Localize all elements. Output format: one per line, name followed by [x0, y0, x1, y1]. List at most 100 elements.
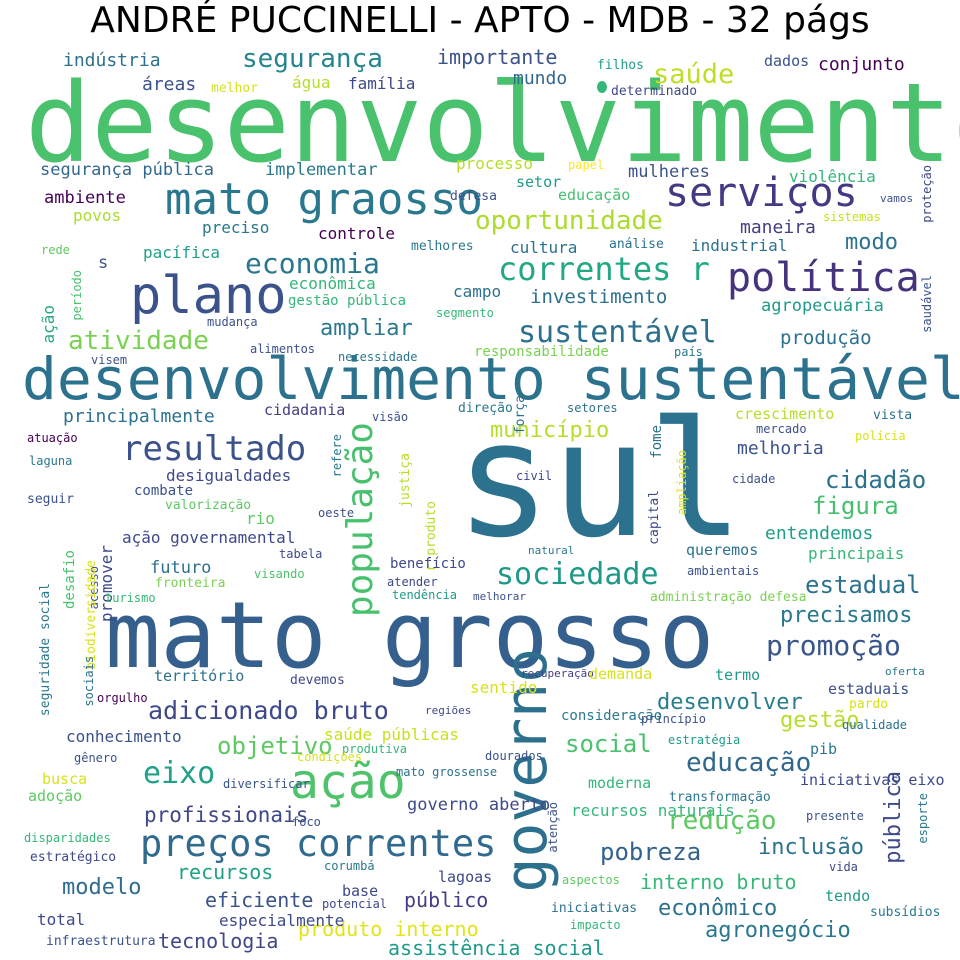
word-povos: povos	[73, 206, 122, 225]
word-principio: princípio	[641, 712, 707, 726]
word-filhos: filhos	[597, 58, 644, 73]
word-presente: presente	[806, 809, 864, 823]
word-desafio: desafio	[62, 550, 78, 610]
word-maneira: maneira	[740, 217, 816, 238]
word-atuacao: atuação	[27, 431, 78, 445]
word-promover: promover	[97, 545, 116, 623]
word-campo: campo	[453, 282, 502, 301]
word-diversificar: diversificar	[223, 777, 310, 791]
word-agronegocio: agronegócio	[705, 918, 851, 943]
word-iniciativas: iniciativas	[551, 901, 638, 916]
word-modo: modo	[845, 230, 898, 255]
word-corumba: corumbá	[324, 859, 375, 873]
word-laguna: laguna	[29, 454, 73, 468]
word-principais: principais	[808, 544, 905, 563]
word-lagoas: lagoas	[438, 868, 493, 886]
word-economica: econômica	[289, 274, 376, 293]
word-tabela: tabela	[279, 547, 323, 561]
word-objetivo: objetivo	[217, 732, 333, 760]
word-tendencia: tendência	[392, 588, 458, 602]
word-periodo: período	[70, 270, 84, 321]
word-melhores: melhores	[411, 239, 474, 254]
word-sociedade: sociedade	[496, 557, 659, 592]
word-forca: força	[513, 395, 528, 435]
word-cidadania: cidadania	[264, 401, 346, 419]
word-impacto: impacto	[570, 918, 621, 932]
word-estadual: estadual	[805, 571, 921, 599]
word-potencial: potencial	[322, 897, 388, 911]
word-promocao: promoção	[766, 629, 901, 662]
word-policia: polícia	[855, 429, 906, 443]
word-controle: controle	[318, 224, 396, 243]
word-melhorar: melhorar	[473, 590, 526, 603]
word-vista: vista	[873, 408, 913, 423]
word-rio: rio	[246, 509, 275, 528]
word-dourados: dourados	[485, 749, 543, 763]
word-seguranca: segurança	[242, 44, 383, 74]
word-ampliacao: ampliação	[675, 450, 689, 516]
word-sociais: sociais	[82, 656, 96, 707]
word-capital: capital	[647, 490, 662, 545]
word-adocao: adoção	[28, 787, 83, 805]
word-desenvolver: desenvolver	[657, 690, 803, 715]
word-visem: visem	[91, 353, 128, 367]
word-producao: produção	[780, 327, 872, 349]
word-termo: termo	[715, 666, 761, 684]
word-protecao: proteção	[920, 165, 934, 223]
word-dados: dados	[764, 52, 810, 70]
word-municipio: município	[490, 418, 610, 443]
word-condicoes: condições	[297, 750, 363, 764]
word-base: base	[342, 882, 379, 900]
word-saude: saúde	[653, 59, 735, 90]
word-fronteira: fronteira	[155, 576, 226, 591]
word-familia: família	[348, 74, 416, 93]
word-gestao-publica: gestão pública	[288, 293, 407, 309]
word-acao: ação	[39, 305, 58, 344]
word-justica: justiça	[398, 453, 413, 508]
word-mato-grossense: mato grossense	[396, 765, 498, 779]
word-visao: visão	[372, 410, 409, 424]
word-desenvolvimento: desenvolvimento	[25, 59, 960, 187]
word-melhoria: melhoria	[737, 438, 824, 459]
word-seguranca-publica: segurança pública	[40, 160, 214, 180]
word-economico: econômico	[658, 896, 778, 921]
word-setores: setores	[567, 401, 618, 415]
word-preciso: preciso	[202, 218, 270, 237]
word-aspectos: aspectos	[562, 873, 620, 887]
word-responsabilidade: responsabilidade	[474, 344, 609, 360]
word-moderna: moderna	[588, 774, 652, 792]
word-especialmente: especialmente	[219, 911, 345, 930]
word-estrategia: estratégia	[668, 733, 741, 747]
word-mulheres: mulheres	[628, 162, 710, 182]
word-saude-publicas: saúde públicas	[324, 725, 459, 744]
word-regioes: regiões	[425, 704, 472, 717]
word-beneficio: benefício	[390, 556, 466, 572]
word-eficiente: eficiente	[205, 888, 314, 912]
word-orgulho: orgulho	[97, 691, 148, 705]
word-desenvolvimento-sustentavel: desenvolvimento sustentável	[22, 345, 960, 413]
word-resultado: resultado	[122, 429, 307, 469]
word-reducao: redução	[667, 806, 777, 836]
word-vida: vida	[829, 860, 858, 874]
word-cultura: cultura	[510, 238, 578, 257]
word-violencia: violência	[789, 167, 876, 186]
word-iniciativas-eixo: iniciativas eixo	[800, 771, 945, 789]
word-atividade: atividade	[68, 326, 209, 356]
word-servicos: serviços	[665, 170, 858, 216]
word-cidadao: cidadão	[825, 466, 927, 494]
word-pobreza: pobreza	[600, 838, 702, 866]
word-acao-governamental: ação governamental	[122, 528, 296, 547]
word-s: s	[98, 253, 109, 273]
word-agua: água	[292, 73, 331, 92]
word-precisamos: precisamos	[780, 603, 913, 628]
word-produtiva: produtiva	[342, 742, 408, 756]
word-conjunto: conjunto	[818, 54, 905, 75]
word-territorio: território	[154, 667, 245, 685]
word-atender: atender	[387, 575, 438, 589]
word-processo: processo	[456, 154, 534, 173]
word-papel: papel	[568, 158, 605, 172]
word-queremos: queremos	[686, 541, 759, 559]
word-areas: áreas	[142, 74, 197, 95]
word-recuperacao: recuperação	[521, 667, 594, 680]
word-oferta: oferta	[885, 665, 925, 678]
